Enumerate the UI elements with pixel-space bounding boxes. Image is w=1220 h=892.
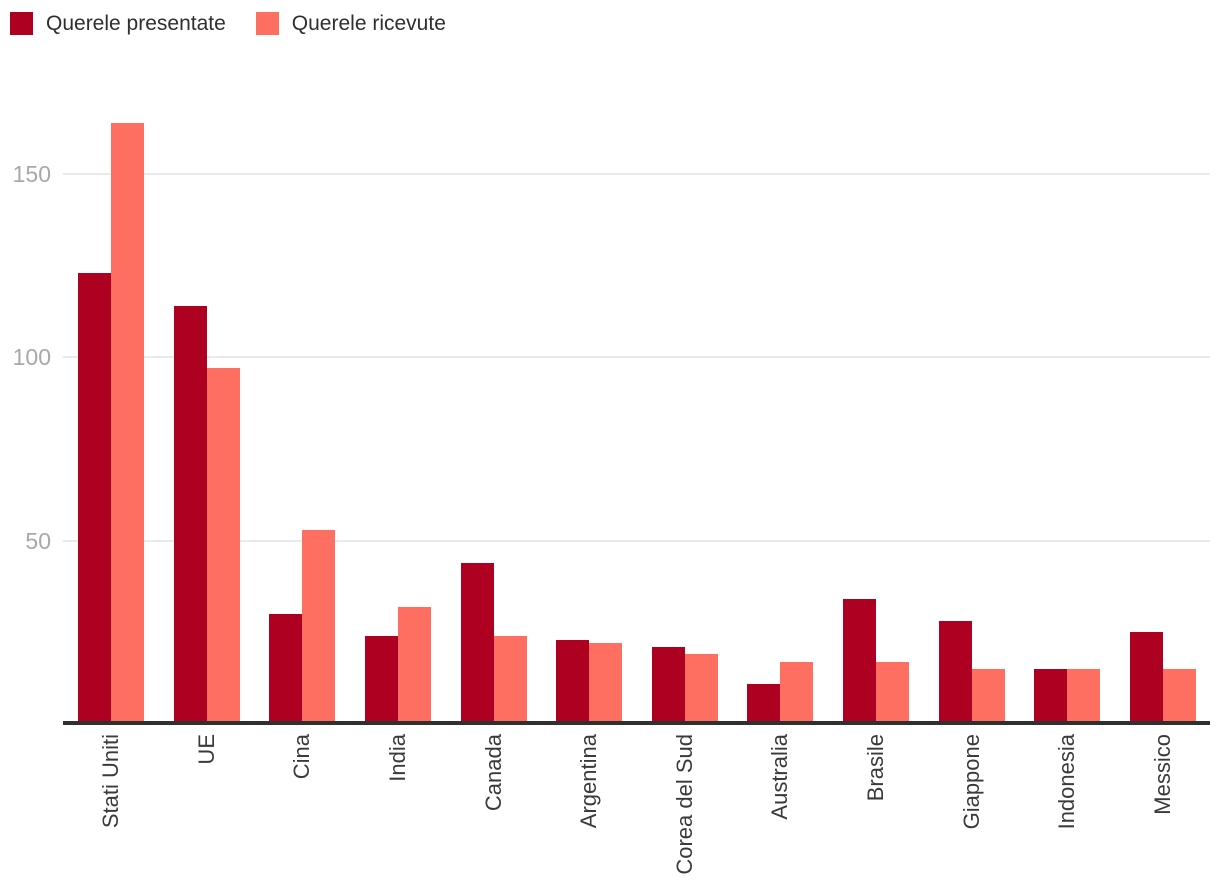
bar-presentate-brasile (843, 599, 877, 724)
bar-ricevute-india (397, 606, 431, 724)
y-tick-label-100: 100 (12, 344, 51, 371)
bar-ricevute-canada (493, 636, 527, 724)
bar-presentate-corea-del-sud (651, 647, 685, 724)
bar-ricevute-cina (302, 529, 336, 724)
bar-presentate-india (364, 636, 398, 724)
bar-ricevute-argentina (589, 643, 623, 724)
bar-ricevute-australia (780, 661, 814, 724)
legend-item-ricevute: Querele ricevute (255, 12, 446, 35)
bar-presentate-indonesia (1034, 669, 1068, 724)
x-tick-label-stati-uniti: Stati Uniti (98, 734, 123, 829)
legend-item-presentate: Querele presentate (10, 12, 226, 35)
x-tick-label-argentina: Argentina (576, 734, 602, 829)
gridline-100 (63, 356, 1210, 359)
x-tick-label-messico: Messico (1149, 734, 1175, 815)
x-tick-label-india: India (384, 734, 410, 782)
x-tick-label-giappone: Giappone (958, 734, 984, 830)
bar-presentate-australia (747, 683, 781, 724)
x-tick-label-ue: UE (193, 734, 219, 765)
bar-presentate-stati-uniti (78, 273, 111, 724)
y-tick-label-150: 150 (12, 161, 51, 187)
y-tick-label-50: 50 (25, 527, 51, 554)
bar-ricevute-brasile (876, 661, 910, 724)
legend-label-ricevute: Querele ricevute (291, 12, 446, 35)
x-tick-label-indonesia: Indonesia (1054, 734, 1080, 830)
bar-ricevute-giappone (971, 669, 1005, 724)
bar-presentate-argentina (556, 639, 590, 724)
gridline-50 (63, 539, 1210, 542)
bar-presentate-canada (460, 562, 494, 724)
legend-swatch-ricevute (255, 12, 279, 35)
bar-presentate-cina (269, 614, 303, 724)
bar-presentate-ue (173, 306, 207, 724)
bar-presentate-giappone (938, 621, 972, 724)
bar-ricevute-corea-del-sud (684, 654, 718, 724)
bar-ricevute-stati-uniti (111, 122, 144, 724)
bar-presentate-messico (1129, 632, 1163, 724)
bar-ricevute-indonesia (1067, 669, 1101, 724)
legend-swatch-presentate (10, 12, 33, 35)
bar-ricevute-ue (206, 368, 240, 724)
gridline-150 (63, 173, 1210, 175)
legend-label-presentate: Querele presentate (46, 12, 226, 35)
x-tick-label-cina: Cina (289, 734, 315, 780)
legend: Querele presentate Querele ricevute (10, 12, 446, 35)
x-axis-line (63, 721, 1210, 725)
x-tick-label-canada: Canada (480, 734, 506, 812)
x-tick-label-brasile: Brasile (863, 734, 889, 802)
bar-ricevute-messico (1162, 669, 1196, 724)
x-tick-label-australia: Australia (767, 734, 793, 820)
x-tick-label-corea-del-sud: Corea del Sud (671, 734, 697, 875)
